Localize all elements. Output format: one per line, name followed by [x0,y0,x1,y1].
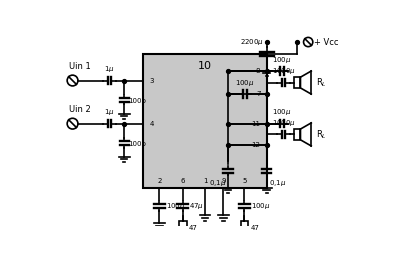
Text: 100p: 100p [128,98,146,104]
Text: Uin 1: Uin 1 [69,62,90,71]
Text: 100$\mu$: 100$\mu$ [250,201,270,211]
Text: 100$\mu$: 100$\mu$ [272,55,292,65]
Text: 8: 8 [256,68,260,74]
Text: R$_L$: R$_L$ [316,128,327,141]
Text: 100p: 100p [128,141,146,147]
Text: 9: 9 [221,179,226,184]
Bar [240,221,248,236]
Text: 7: 7 [256,91,260,97]
Text: 47$\mu$: 47$\mu$ [189,201,204,211]
Text: Uin 2: Uin 2 [69,105,90,114]
Text: 3: 3 [150,77,154,84]
Bar [294,129,300,140]
Text: 2200$\mu$: 2200$\mu$ [240,37,264,47]
Bar [179,221,187,236]
Text: 11: 11 [252,121,260,127]
Bar [294,77,300,88]
Text: R$_L$: R$_L$ [316,76,327,89]
Text: 1: 1 [203,179,207,184]
Text: 47: 47 [250,225,260,231]
Text: 1$\mu$: 1$\mu$ [104,107,115,118]
Text: 2: 2 [157,179,162,184]
Text: 1000$\mu$: 1000$\mu$ [272,118,296,128]
Text: 0,1$\mu$: 0,1$\mu$ [208,178,226,188]
Text: 4: 4 [150,121,154,127]
Text: 12: 12 [252,142,260,148]
Text: 6: 6 [180,179,185,184]
Text: 0,1$\mu$: 0,1$\mu$ [269,178,286,188]
Text: 100$\mu$: 100$\mu$ [272,107,292,118]
Text: 10: 10 [198,61,212,71]
Text: 100$\mu$: 100$\mu$ [235,78,255,88]
Text: 47: 47 [189,225,198,231]
Text: 100$\mu$: 100$\mu$ [166,201,185,211]
Text: 5: 5 [242,179,247,184]
Text: 1$\mu$: 1$\mu$ [104,64,115,74]
Text: 1000$\mu$: 1000$\mu$ [272,66,296,76]
Text: + Vcc: + Vcc [314,38,339,46]
Bar [144,54,267,188]
